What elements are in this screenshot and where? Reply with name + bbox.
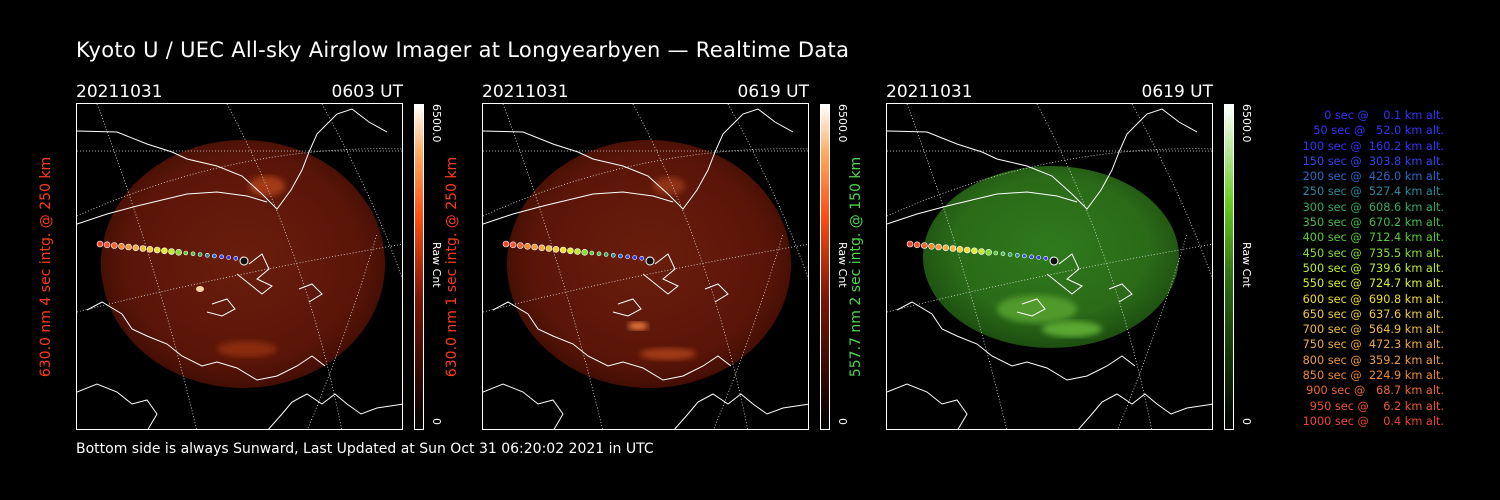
legend-entry: 50 sec @ 52.0 km alt. <box>1313 124 1444 138</box>
legend-entry: 650 sec @ 637.6 km alt. <box>1302 307 1444 321</box>
panel-time: 0619 UT <box>737 82 810 102</box>
allsky-image <box>886 103 1213 430</box>
legend-entry: 950 sec @ 6.2 km alt. <box>1309 399 1444 413</box>
legend-entry: 350 sec @ 670.2 km alt. <box>1302 216 1444 230</box>
airglow-panel-2: 20211031 0619 UT 630.0 nm 1 sec intg. @ … <box>444 82 849 432</box>
allsky-image <box>76 103 403 430</box>
panel-date: 20211031 <box>482 82 569 102</box>
legend-entry: 450 sec @ 735.5 km alt. <box>1302 246 1444 260</box>
panel-date: 20211031 <box>886 82 973 102</box>
legend-entry: 300 sec @ 608.6 km alt. <box>1302 200 1444 214</box>
airglow-panel-3: 20211031 0619 UT 557.7 nm 2 sec intg. @ … <box>848 82 1253 432</box>
legend-entry: 400 sec @ 712.4 km alt. <box>1302 231 1444 245</box>
legend-entry: 750 sec @ 472.3 km alt. <box>1302 338 1444 352</box>
colorbar <box>1224 104 1234 430</box>
legend-entry: 200 sec @ 426.0 km alt. <box>1302 170 1444 184</box>
colorbar-max: 6500.0 <box>1240 104 1253 143</box>
colorbar <box>414 104 424 430</box>
colorbar-min: 0 <box>430 418 443 425</box>
legend-entry: 1000 sec @ 0.4 km alt. <box>1302 414 1444 428</box>
legend-entry: 900 sec @ 68.7 km alt. <box>1306 384 1444 398</box>
panel-time: 0619 UT <box>1141 82 1214 102</box>
legend-entry: 550 sec @ 724.7 km alt. <box>1302 277 1444 291</box>
colorbar <box>820 104 830 430</box>
legend-entry: 800 sec @ 359.2 km alt. <box>1302 353 1444 367</box>
legend-entry: 0 sec @ 0.1 km alt. <box>1324 109 1444 122</box>
colorbar-unit: Raw Cnt <box>836 242 849 288</box>
colorbar-min: 0 <box>1240 418 1253 425</box>
legend-entry: 700 sec @ 564.9 km alt. <box>1302 323 1444 337</box>
legend-entry: 100 sec @ 160.2 km alt. <box>1302 139 1444 153</box>
colorbar-unit: Raw Cnt <box>430 242 443 288</box>
colorbar-max: 6500.0 <box>430 104 443 143</box>
legend-entry: 600 sec @ 690.8 km alt. <box>1302 292 1444 306</box>
legend-entry: 150 sec @ 303.8 km alt. <box>1302 154 1444 168</box>
legend-entry: 500 sec @ 739.6 km alt. <box>1302 261 1444 275</box>
legend-entry: 250 sec @ 527.4 km alt. <box>1302 185 1444 199</box>
trajectory-legend: 0 sec @ 0.1 km alt. 50 sec @ 52.0 km alt.… <box>1262 108 1444 429</box>
allsky-image <box>482 103 809 430</box>
panel-date: 20211031 <box>76 82 163 102</box>
colorbar-min: 0 <box>836 418 849 425</box>
colorbar-unit: Raw Cnt <box>1240 242 1253 288</box>
airglow-panel-1: 20211031 0603 UT 630.0 nm 4 sec intg. @ … <box>38 82 443 432</box>
colorbar-max: 6500.0 <box>836 104 849 143</box>
update-footer: Bottom side is always Sunward, Last Upda… <box>76 441 654 457</box>
page-title: Kyoto U / UEC All-sky Airglow Imager at … <box>76 38 850 62</box>
legend-entry: 850 sec @ 224.9 km alt. <box>1302 369 1444 383</box>
panel-time: 0603 UT <box>331 82 404 102</box>
